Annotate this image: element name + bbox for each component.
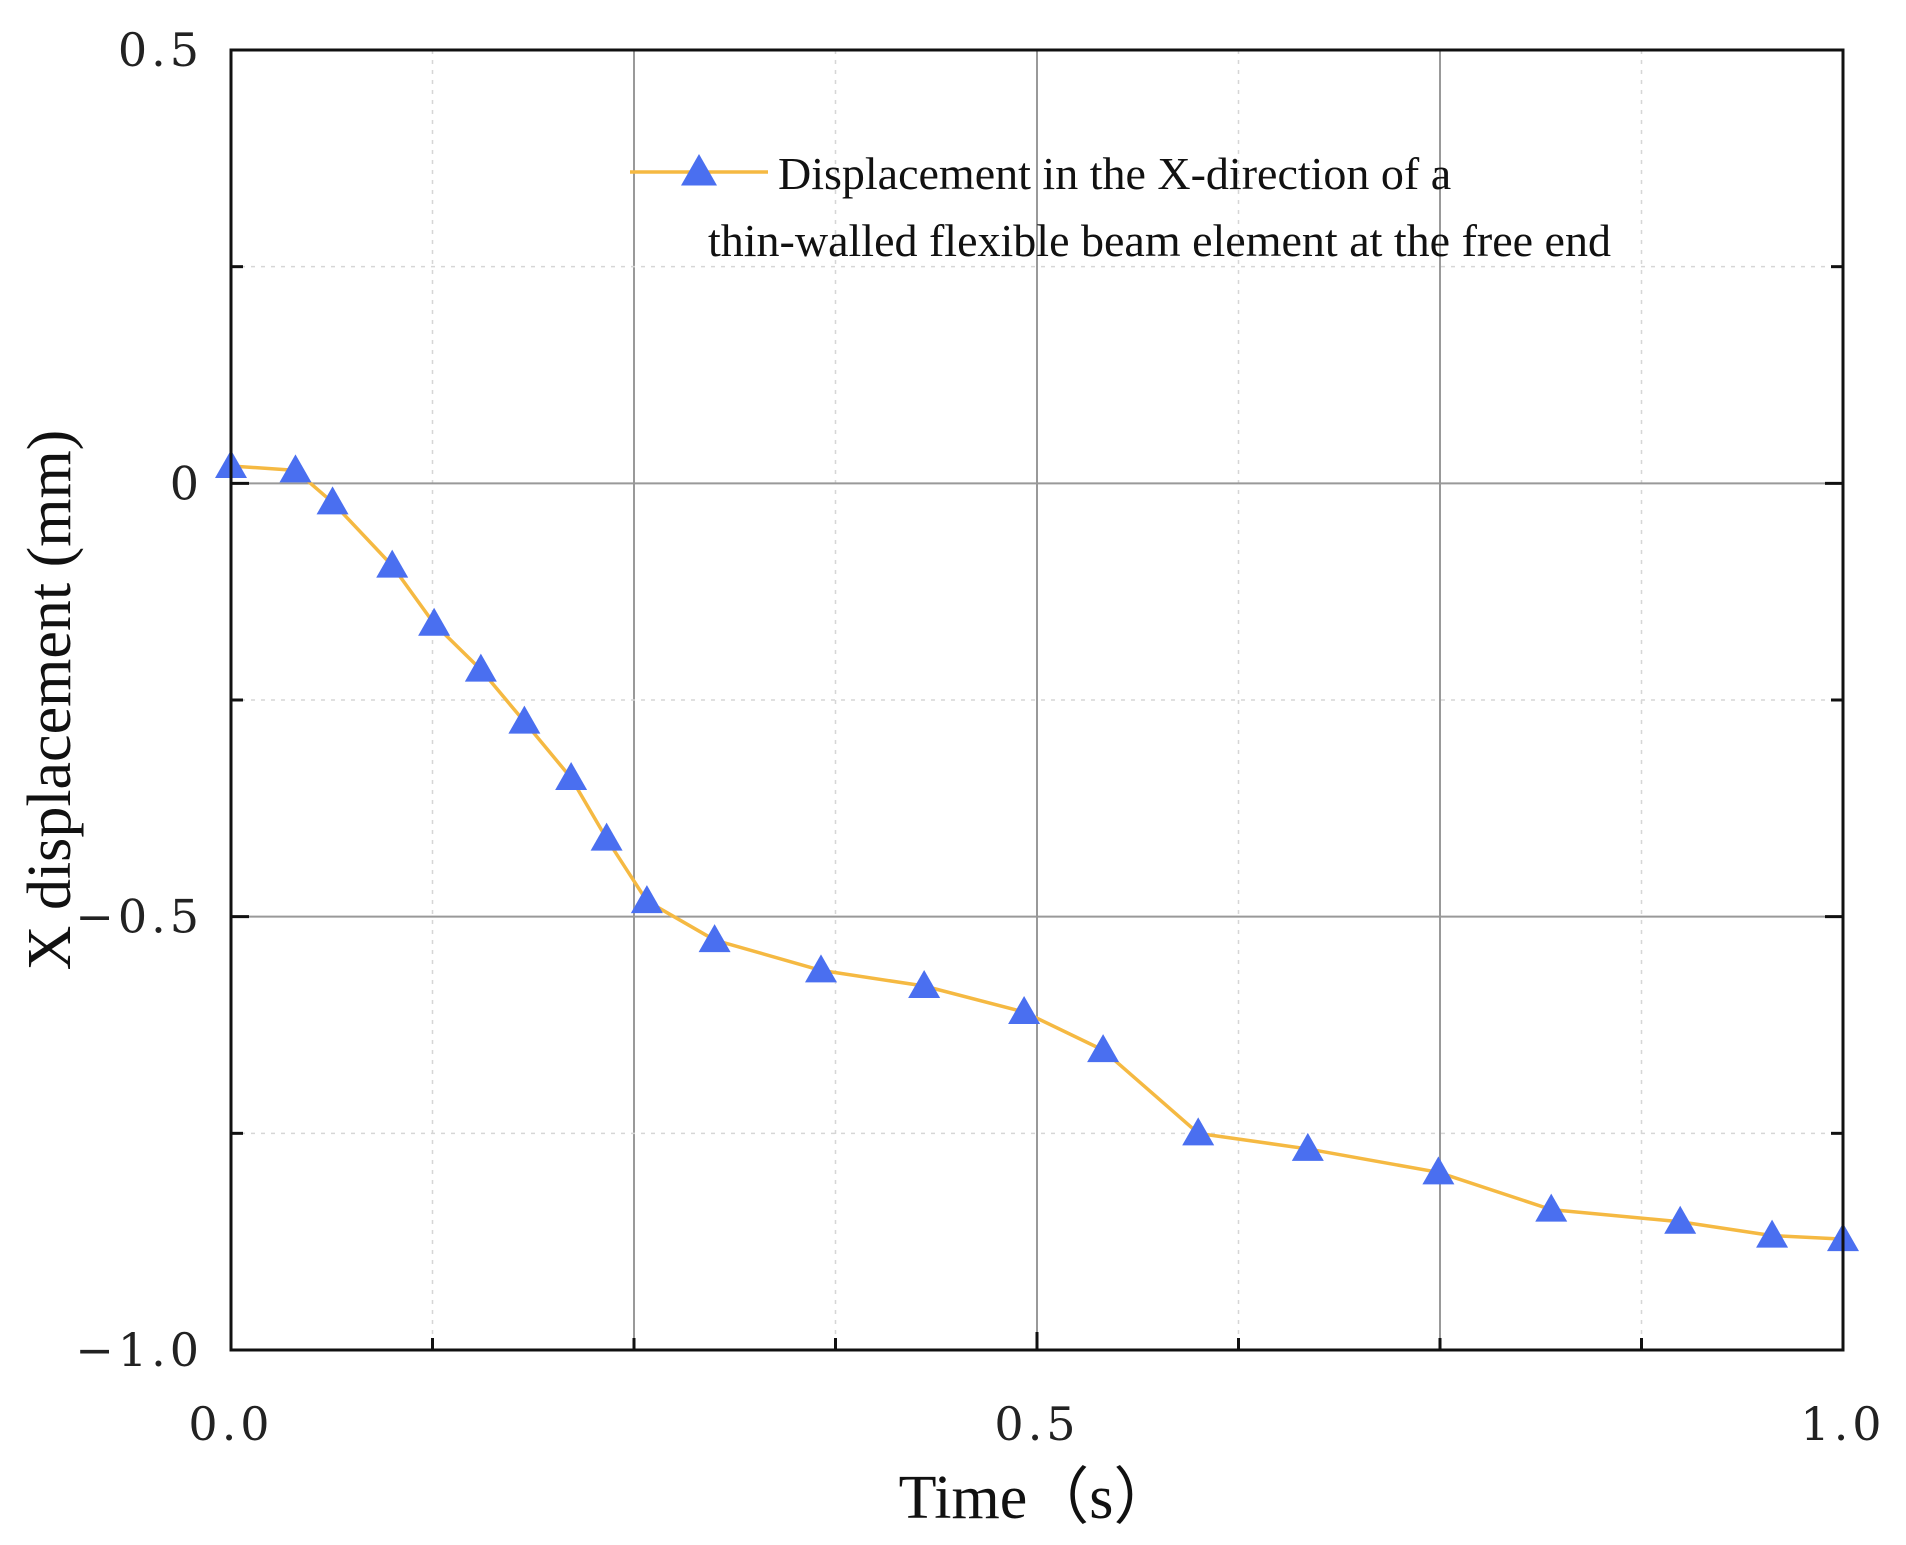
legend: Displacement in the X-direction of a thi… xyxy=(630,148,1611,266)
data-point-triangle xyxy=(590,822,623,851)
x-axis-label: Time（s） xyxy=(899,1464,1176,1532)
x-tick-label: 0.5 xyxy=(994,1397,1079,1451)
data-point-triangle xyxy=(1422,1156,1455,1185)
data-point-triangle xyxy=(804,954,837,983)
data-point-triangle xyxy=(555,762,588,790)
data-point-triangle xyxy=(698,924,731,953)
data-point-triangle xyxy=(1087,1034,1120,1063)
series-line xyxy=(230,464,1844,1241)
series-0 xyxy=(215,450,1859,1252)
data-point-triangle xyxy=(908,970,941,998)
y-tick-label: −1.0 xyxy=(75,1323,203,1377)
data-point-triangle xyxy=(1664,1205,1697,1234)
data-point-triangle xyxy=(1756,1219,1789,1248)
grid xyxy=(231,50,1843,1350)
plot-frame xyxy=(229,48,1845,1352)
data-point-triangle xyxy=(508,705,541,734)
legend-label-line-2: thin-walled flexible beam element at the… xyxy=(708,215,1611,266)
y-axis-label: X displacement (mm) xyxy=(16,430,84,971)
data-point-triangle xyxy=(316,486,349,515)
data-point-triangle xyxy=(464,653,497,682)
data-point-triangle xyxy=(418,607,451,636)
tick-labels: 0.0 0.5 1.0 0.5 0 −0.5 −1.0 xyxy=(75,23,1885,1451)
data-point-triangle xyxy=(376,549,409,578)
y-tick-label: 0.5 xyxy=(118,23,203,77)
y-tick-label: 0 xyxy=(170,456,203,510)
data-point-triangle xyxy=(1182,1117,1215,1146)
data-point-triangle xyxy=(1008,996,1041,1024)
legend-label-line-1: Displacement in the X-direction of a xyxy=(778,148,1451,199)
legend-triangle-marker-icon xyxy=(681,154,717,186)
x-tick-label: 1.0 xyxy=(1800,1397,1885,1451)
data-point-triangle xyxy=(1291,1132,1324,1161)
y-tick-label: −0.5 xyxy=(75,890,203,944)
data-point-triangle xyxy=(279,454,312,483)
data-point-triangle xyxy=(630,885,663,914)
data-point-triangle xyxy=(1535,1193,1568,1222)
x-tick-label: 0.0 xyxy=(188,1397,273,1451)
